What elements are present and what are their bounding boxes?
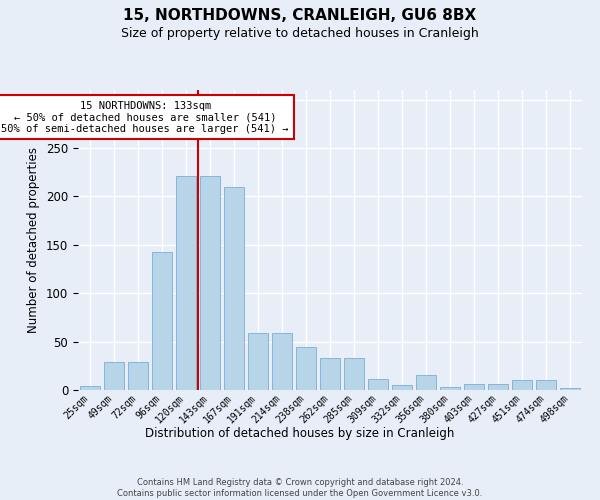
Bar — [560, 388, 580, 390]
Bar — [536, 380, 556, 390]
Bar — [296, 348, 316, 390]
Text: 15 NORTHDOWNS: 133sqm
← 50% of detached houses are smaller (541)
50% of semi-det: 15 NORTHDOWNS: 133sqm ← 50% of detached … — [1, 100, 289, 134]
Bar — [200, 176, 220, 390]
Bar — [224, 187, 244, 390]
Text: Contains HM Land Registry data © Crown copyright and database right 2024.
Contai: Contains HM Land Registry data © Crown c… — [118, 478, 482, 498]
Bar — [344, 358, 364, 390]
Bar — [152, 252, 172, 390]
Text: Distribution of detached houses by size in Cranleigh: Distribution of detached houses by size … — [145, 428, 455, 440]
Bar — [512, 380, 532, 390]
Bar — [272, 333, 292, 390]
Text: Size of property relative to detached houses in Cranleigh: Size of property relative to detached ho… — [121, 28, 479, 40]
Y-axis label: Number of detached properties: Number of detached properties — [28, 147, 40, 333]
Text: 15, NORTHDOWNS, CRANLEIGH, GU6 8BX: 15, NORTHDOWNS, CRANLEIGH, GU6 8BX — [124, 8, 476, 22]
Bar — [416, 376, 436, 390]
Bar — [248, 333, 268, 390]
Bar — [80, 386, 100, 390]
Bar — [104, 362, 124, 390]
Bar — [176, 176, 196, 390]
Bar — [320, 358, 340, 390]
Bar — [368, 380, 388, 390]
Bar — [440, 387, 460, 390]
Bar — [392, 385, 412, 390]
Bar — [488, 384, 508, 390]
Bar — [464, 384, 484, 390]
Bar — [128, 362, 148, 390]
